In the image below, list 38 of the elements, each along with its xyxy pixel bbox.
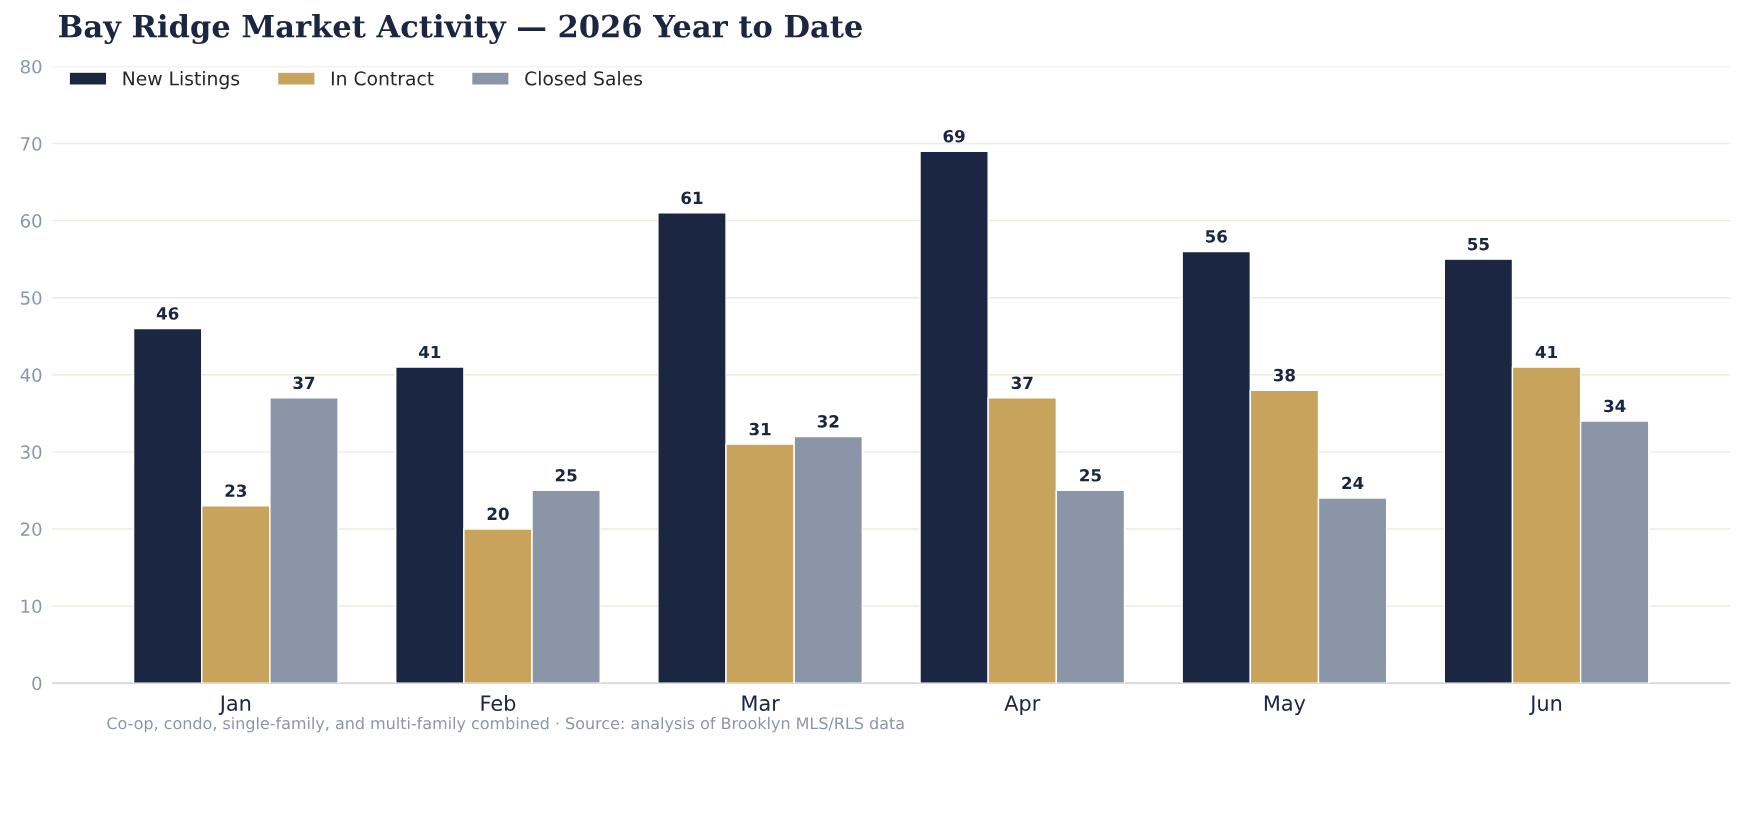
data-label: 41: [418, 345, 441, 359]
data-label: 32: [817, 415, 839, 428]
y-tick-label: 80: [20, 59, 42, 74]
y-tick-label: 30: [21, 445, 42, 459]
y-tick-label: 60: [20, 214, 42, 228]
y-tick-label: 50: [21, 291, 42, 305]
x-tick-label: Feb: [481, 694, 516, 712]
data-label: 61: [681, 191, 703, 205]
data-label: 38: [1273, 368, 1295, 382]
data-label: 37: [1011, 376, 1033, 390]
y-tick-label: 70: [21, 137, 42, 151]
x-tick-label: Mar: [742, 695, 780, 712]
data-label: 24: [1342, 476, 1364, 490]
data-label: 56: [1205, 230, 1227, 243]
data-label: 55: [1468, 238, 1489, 251]
legend-label: In Contract: [331, 71, 434, 86]
data-label: 37: [293, 376, 315, 390]
x-tick-label: Jan: [218, 695, 251, 715]
x-tick-label: Jun: [1529, 695, 1562, 715]
y-tick-label: 0: [32, 676, 42, 691]
y-tick-label: 20: [20, 522, 42, 537]
x-tick-label: Apr: [1004, 695, 1041, 716]
data-label: 25: [1080, 469, 1101, 482]
data-label: 25: [555, 469, 577, 482]
text: Co-op, condo, single-family, and multi-family combined · Source: analysis of Brooklyn MLS/RLS data: [107, 716, 904, 733]
legend-label: Closed Sales: [525, 71, 643, 86]
y-tick-label: 40: [20, 368, 42, 382]
data-label: 20: [487, 507, 509, 521]
data-label: 69: [943, 129, 965, 143]
x-tick-label: May: [1264, 695, 1306, 716]
data-label: 34: [1604, 399, 1626, 413]
data-label: 23: [225, 484, 247, 498]
data-label: 41: [1535, 345, 1557, 359]
y-tick-label: 10: [21, 599, 42, 614]
legend-label: New Listings: [123, 71, 240, 90]
chart-title: Bay Ridge Market Activity — 2026 Year to Date: [58, 14, 862, 45]
data-label: 46: [156, 307, 179, 320]
data-label: 31: [749, 422, 771, 436]
